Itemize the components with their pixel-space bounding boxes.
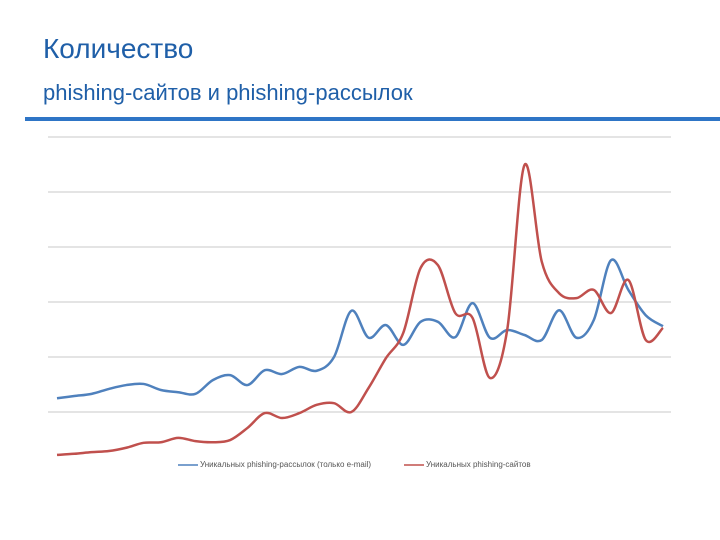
header-rule: [25, 117, 720, 121]
slide-title: Количество: [43, 33, 193, 64]
legend-label: Уникальных phishing-сайтов: [426, 460, 531, 469]
legend-label: Уникальных phishing-рассылок (только e-m…: [200, 460, 371, 469]
slide-subtitle: phishing-сайтов и phishing-рассылок: [43, 80, 413, 105]
series-line: [56, 162, 664, 457]
series-line: [56, 258, 664, 400]
